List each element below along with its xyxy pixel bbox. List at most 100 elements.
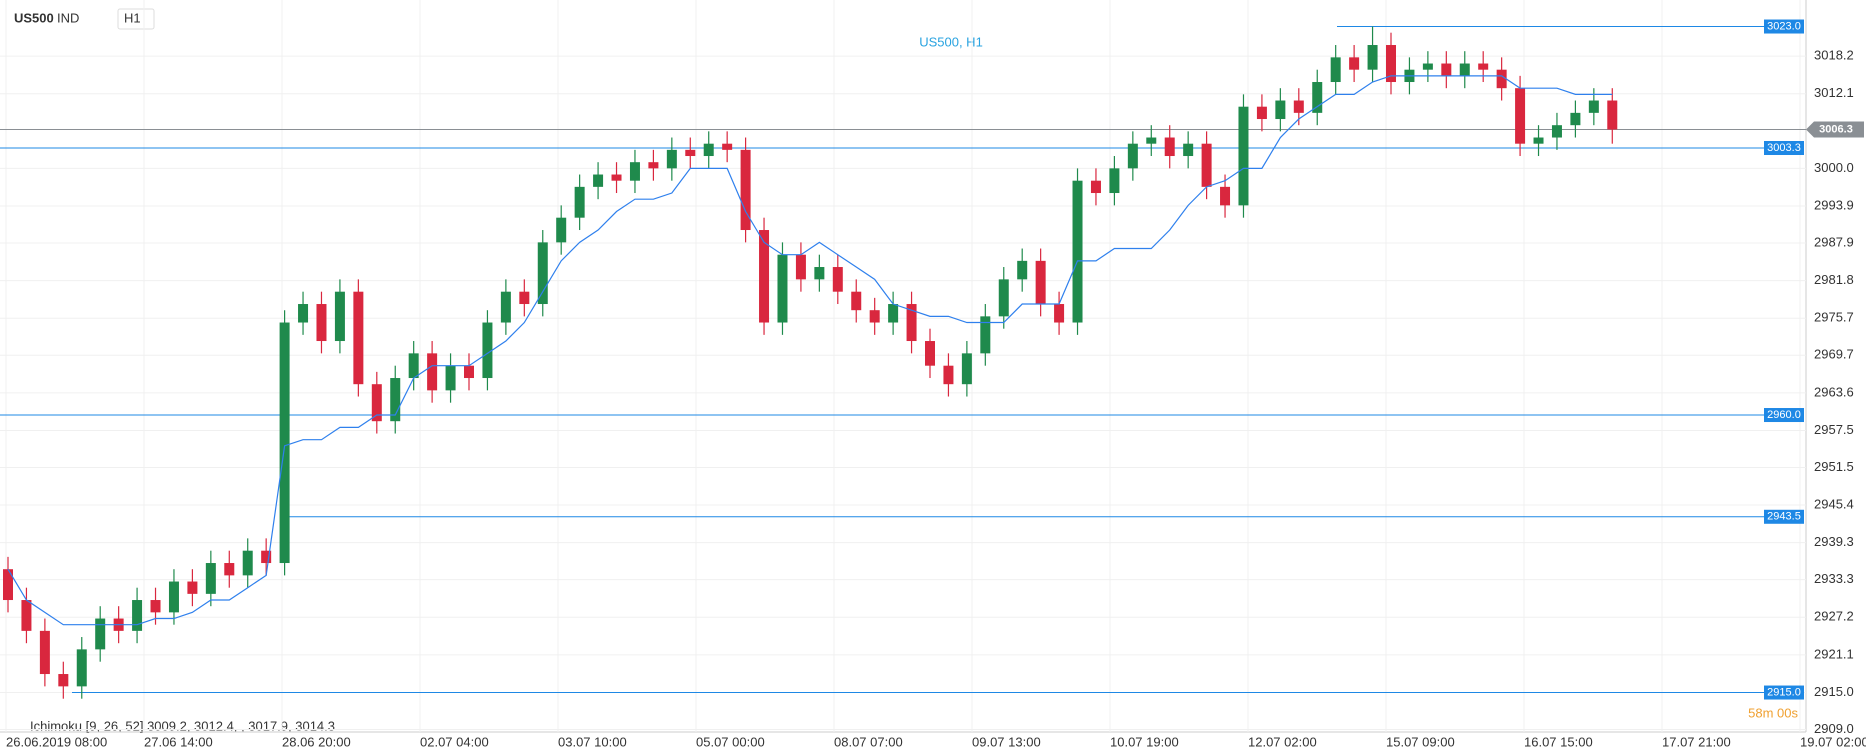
y-tick-label: 2945.4 [1814,496,1854,511]
x-tick-label: 03.07 10:00 [558,734,627,749]
candle-body [1220,186,1231,206]
candle-body [224,563,235,576]
candle-body [353,291,364,385]
y-tick-label: 3012.1 [1814,85,1854,100]
candle-body [1275,100,1286,120]
candle-body [703,143,714,157]
candle-body [1441,63,1452,76]
interval-box[interactable] [117,8,155,30]
indicator-legend: Ichimoku [9, 26, 52] 3009.2, 3012.4, , 3… [30,718,335,733]
y-tick-label: 2939.3 [1814,534,1854,549]
countdown: 58m 00s [1748,705,1798,720]
y-tick-label: 2969.7 [1814,347,1854,362]
y-tick-label: 2975.7 [1814,310,1854,325]
candle-body [1312,82,1323,113]
candle-body [574,186,585,218]
candle-body [58,674,69,687]
candle-body [132,600,143,631]
candle-body [1293,100,1304,113]
candle-body [1164,137,1175,157]
candle-body [1349,57,1360,70]
x-tick-label: 28.06 20:00 [282,734,351,749]
candle-body [168,581,179,613]
candle-body [648,162,659,169]
candle-body [408,353,419,379]
current-price-tag [1806,121,1864,138]
candle-body [537,242,548,305]
candle-body [1109,168,1120,194]
candle-body [445,365,456,391]
candle-body [1146,137,1157,144]
candle-body [95,618,106,650]
candle-body [187,581,198,594]
y-tick-label: 2951.5 [1814,459,1854,474]
candle-body [1496,69,1507,89]
candle-body [556,217,567,243]
candle-body [242,550,253,576]
level-label: 3023.0 [1767,20,1801,32]
chart-title: US500, H1 [919,34,983,49]
symbol[interactable]: US500 [14,10,54,25]
y-tick-label: 2993.9 [1814,197,1854,212]
level-tag [1764,408,1804,423]
candle-body [1459,63,1470,76]
candle-body [390,378,401,422]
candle-body [869,310,880,323]
x-tick-label: 10.07 19:00 [1110,734,1179,749]
candle-body [1090,180,1101,194]
interval[interactable]: H1 [124,10,141,25]
candle-body [980,316,991,354]
candle-body [795,254,806,280]
level-label: 2943.5 [1767,511,1801,523]
candle-body [1017,260,1028,280]
candle-body [1072,180,1083,323]
candle-body [722,143,733,150]
candle-body [1238,106,1249,206]
level-tag [1764,141,1804,156]
level-tag [1764,509,1804,524]
candle-body [205,563,216,594]
y-tick-label: 2963.6 [1814,384,1854,399]
candle-body [888,304,899,323]
y-tick-label: 3018.2 [1814,48,1854,63]
candle-body [150,600,161,613]
candle-body [906,304,917,342]
candle-body [943,365,954,385]
candle-body [279,322,290,564]
candle-body [1330,57,1341,83]
candle-body [1515,88,1526,144]
candle-body [334,291,345,342]
candle-body [1422,63,1433,70]
candle-body [925,341,935,366]
candle-body [814,267,825,280]
candle-body [740,149,751,231]
candle-body [1607,100,1618,130]
candle-body [1551,125,1562,138]
x-tick-label: 16.07 15:00 [1524,734,1593,749]
x-tick-label: 27.06 14:00 [144,734,213,749]
level-tag [1764,19,1804,34]
y-tick-label: 2927.2 [1814,609,1854,624]
candle-body [629,162,640,181]
candle-body [1386,45,1396,83]
level-tag [1764,685,1804,700]
current-price-label: 3006.3 [1819,123,1853,135]
x-tick-label: 19.07 02:00 [1800,734,1866,749]
candle-body [427,353,438,391]
x-tick-label: 08.07 07:00 [834,734,903,749]
candle-body [1035,260,1046,305]
candle-body [500,291,511,323]
candle-body [1533,137,1544,144]
candle-body [666,149,677,169]
candle-body [261,550,272,564]
y-tick-label: 2921.1 [1814,646,1854,661]
candle-body [21,600,32,631]
candle-body [1183,143,1194,157]
candle-body [519,291,530,305]
candle-body [611,174,622,181]
candle-body [1127,143,1138,169]
candle-body [371,384,382,422]
level-label: 3003.3 [1767,142,1801,154]
x-tick-label: 09.07 13:00 [972,734,1041,749]
